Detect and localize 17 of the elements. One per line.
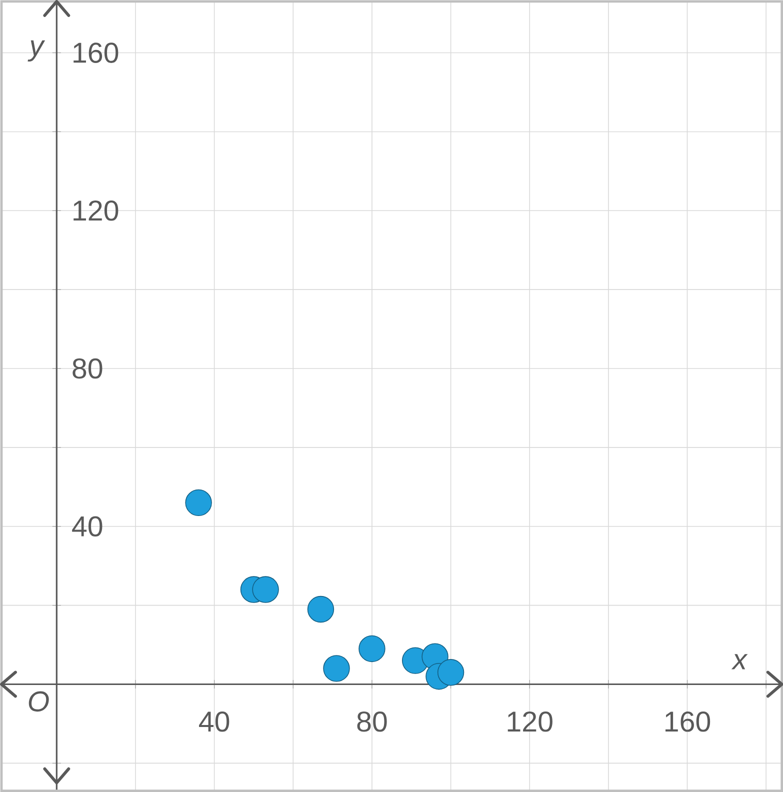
point <box>322 655 350 682</box>
x-tick-label: 160 <box>665 711 710 732</box>
annotation: O <box>28 691 49 712</box>
y-tick-label: 40 <box>72 516 102 537</box>
y-axis-title: y <box>28 40 45 62</box>
x-tick-label: 120 <box>508 711 552 732</box>
point <box>185 489 212 516</box>
point <box>358 635 386 662</box>
x-tick-label: 40 <box>198 711 230 732</box>
point <box>252 576 279 603</box>
y-tick-label: 160 <box>73 42 118 63</box>
point <box>437 659 464 686</box>
x-axis-title: x <box>731 654 748 670</box>
point <box>307 596 334 623</box>
y-tick-label: 80 <box>72 358 102 379</box>
y-tick-label: 120 <box>73 200 118 221</box>
x-tick-label: 80 <box>357 711 387 732</box>
